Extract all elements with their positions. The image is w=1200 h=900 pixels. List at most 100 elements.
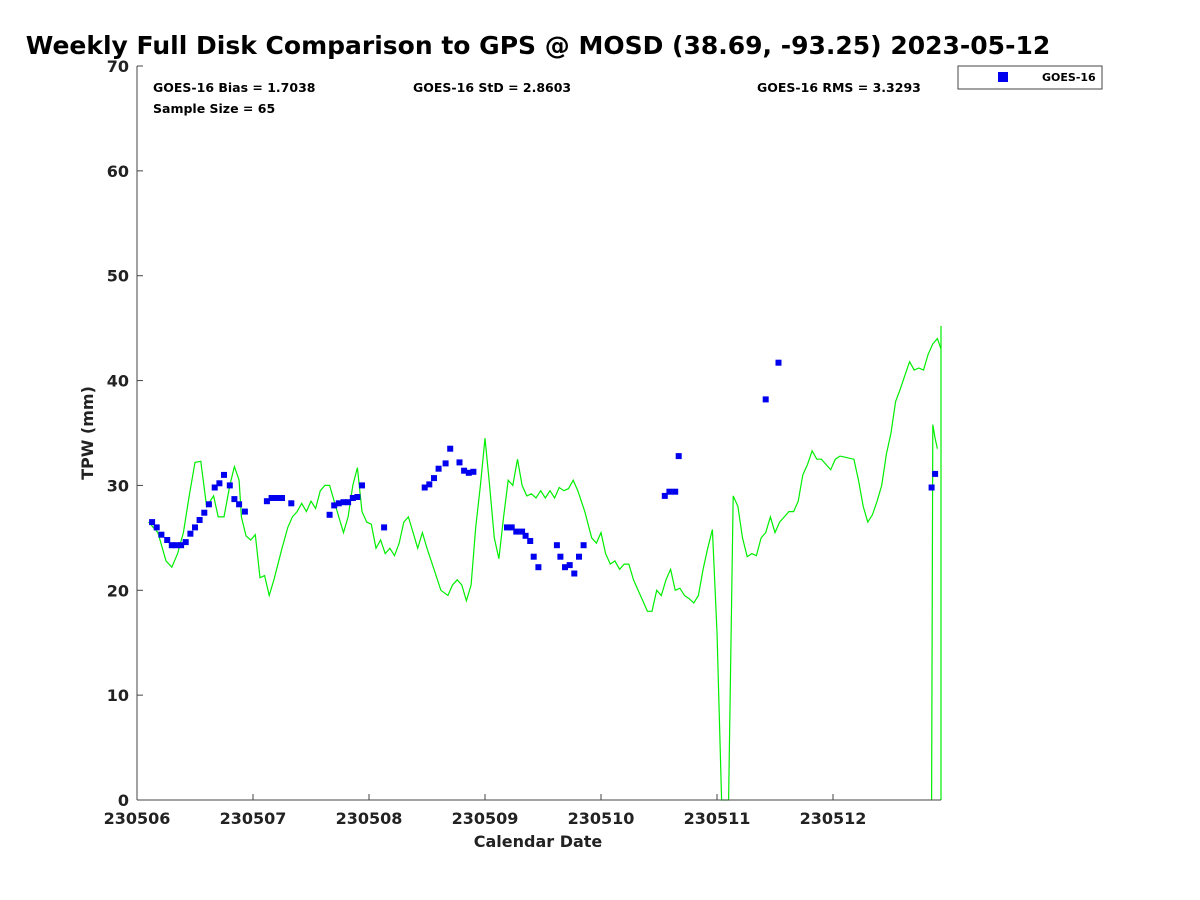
goes-point <box>566 562 573 569</box>
goes-point <box>527 538 534 544</box>
goes-point <box>326 511 333 518</box>
goes-point <box>519 528 526 535</box>
goes-point <box>182 539 189 546</box>
stat-std: GOES-16 StD = 2.8603 <box>413 80 571 95</box>
goes-point <box>431 475 437 482</box>
x-tick-label: 230510 <box>568 809 635 828</box>
goes-point <box>571 570 578 577</box>
goes-point <box>576 553 582 560</box>
goes-point <box>513 528 520 535</box>
goes-point <box>173 542 180 549</box>
goes-point <box>149 519 156 526</box>
gps-line-tail <box>930 424 938 801</box>
goes-point <box>557 553 564 560</box>
y-tick-label: 20 <box>107 581 129 600</box>
stat-rms: GOES-16 RMS = 3.3293 <box>757 80 921 95</box>
stat-sample-size: Sample Size = 65 <box>153 101 275 116</box>
goes-point <box>335 500 342 507</box>
goes-point <box>340 499 347 506</box>
goes-point <box>221 471 227 478</box>
goes-point <box>442 460 449 467</box>
y-axis-label: TPW (mm) <box>78 386 97 480</box>
goes-point <box>359 482 365 489</box>
y-tick-label: 30 <box>107 476 129 495</box>
x-tick-label: 230512 <box>800 809 867 828</box>
goes-point <box>553 542 560 549</box>
goes-point <box>273 495 280 501</box>
goes-point <box>775 359 782 366</box>
x-tick-label: 230507 <box>220 809 287 828</box>
goes-point <box>279 495 285 501</box>
goes-point <box>928 484 935 491</box>
goes-point <box>666 488 673 495</box>
goes-point <box>762 396 769 403</box>
goes-point <box>465 469 472 476</box>
goes-point <box>263 498 270 505</box>
goes-point <box>268 495 275 501</box>
goes-point <box>349 495 356 501</box>
goes-point <box>241 508 248 515</box>
goes-point <box>535 564 542 571</box>
x-tick-label: 230506 <box>104 809 171 828</box>
series-layer <box>148 326 942 801</box>
goes-point <box>381 524 388 531</box>
goes-point <box>522 532 529 539</box>
legend: GOES-16 <box>957 65 1103 90</box>
goes-point <box>231 496 238 503</box>
y-tick-label: 70 <box>107 57 129 76</box>
goes-point <box>164 537 171 543</box>
ticks-layer: 0 10 20 30 40 50 60 70 230506 230507 230508 230509 2… <box>104 57 867 828</box>
goes-point <box>196 517 203 523</box>
gps-line-segment-0 <box>148 326 942 801</box>
goes-point <box>675 453 682 460</box>
goes-point <box>187 530 194 537</box>
goes-point <box>354 494 361 500</box>
legend-label: GOES-16 <box>1042 71 1096 84</box>
legend-marker <box>998 72 1008 82</box>
y-tick-label: 0 <box>118 791 129 810</box>
goes-point <box>192 524 198 531</box>
goes-point <box>470 468 477 475</box>
goes-point <box>426 481 433 488</box>
x-tick-label: 230508 <box>336 809 403 828</box>
goes-point <box>580 542 587 549</box>
goes-point <box>562 564 568 571</box>
stat-bias: GOES-16 Bias = 1.7038 <box>153 80 315 95</box>
y-tick-label: 40 <box>107 372 129 391</box>
goes-point <box>178 542 185 549</box>
goes-point <box>504 524 510 531</box>
goes-point <box>331 502 338 509</box>
y-tick-label: 50 <box>107 267 129 286</box>
y-tick-label: 10 <box>107 686 129 705</box>
goes-point <box>456 459 463 466</box>
goes-point <box>168 542 175 549</box>
goes-point <box>226 482 233 489</box>
goes-point <box>153 524 160 531</box>
goes-point <box>661 492 668 499</box>
goes-point <box>211 484 218 491</box>
goes-point <box>288 500 295 507</box>
goes-point <box>447 445 454 452</box>
goes-point <box>672 488 679 495</box>
goes-point <box>158 531 165 538</box>
goes-point <box>421 484 428 491</box>
goes-point <box>508 524 515 531</box>
goes-point <box>216 480 223 487</box>
goes-point <box>530 553 537 560</box>
x-tick-label: 230511 <box>684 809 751 828</box>
y-tick-label: 60 <box>107 162 129 181</box>
goes-point <box>236 501 243 508</box>
goes-point <box>461 467 468 474</box>
goes-point <box>205 501 212 508</box>
legend-box <box>957 65 1103 90</box>
x-axis-label: Calendar Date <box>474 832 603 851</box>
plot-area: 0 10 20 30 40 50 60 70 230506 230507 230508 230509 2… <box>104 57 942 828</box>
goes-point <box>435 465 442 472</box>
x-tick-label: 230509 <box>452 809 519 828</box>
chart-title: Weekly Full Disk Comparison to GPS @ MOS… <box>26 31 1050 60</box>
goes-point <box>201 509 208 516</box>
goes-point <box>345 499 352 506</box>
goes-point <box>932 470 939 477</box>
